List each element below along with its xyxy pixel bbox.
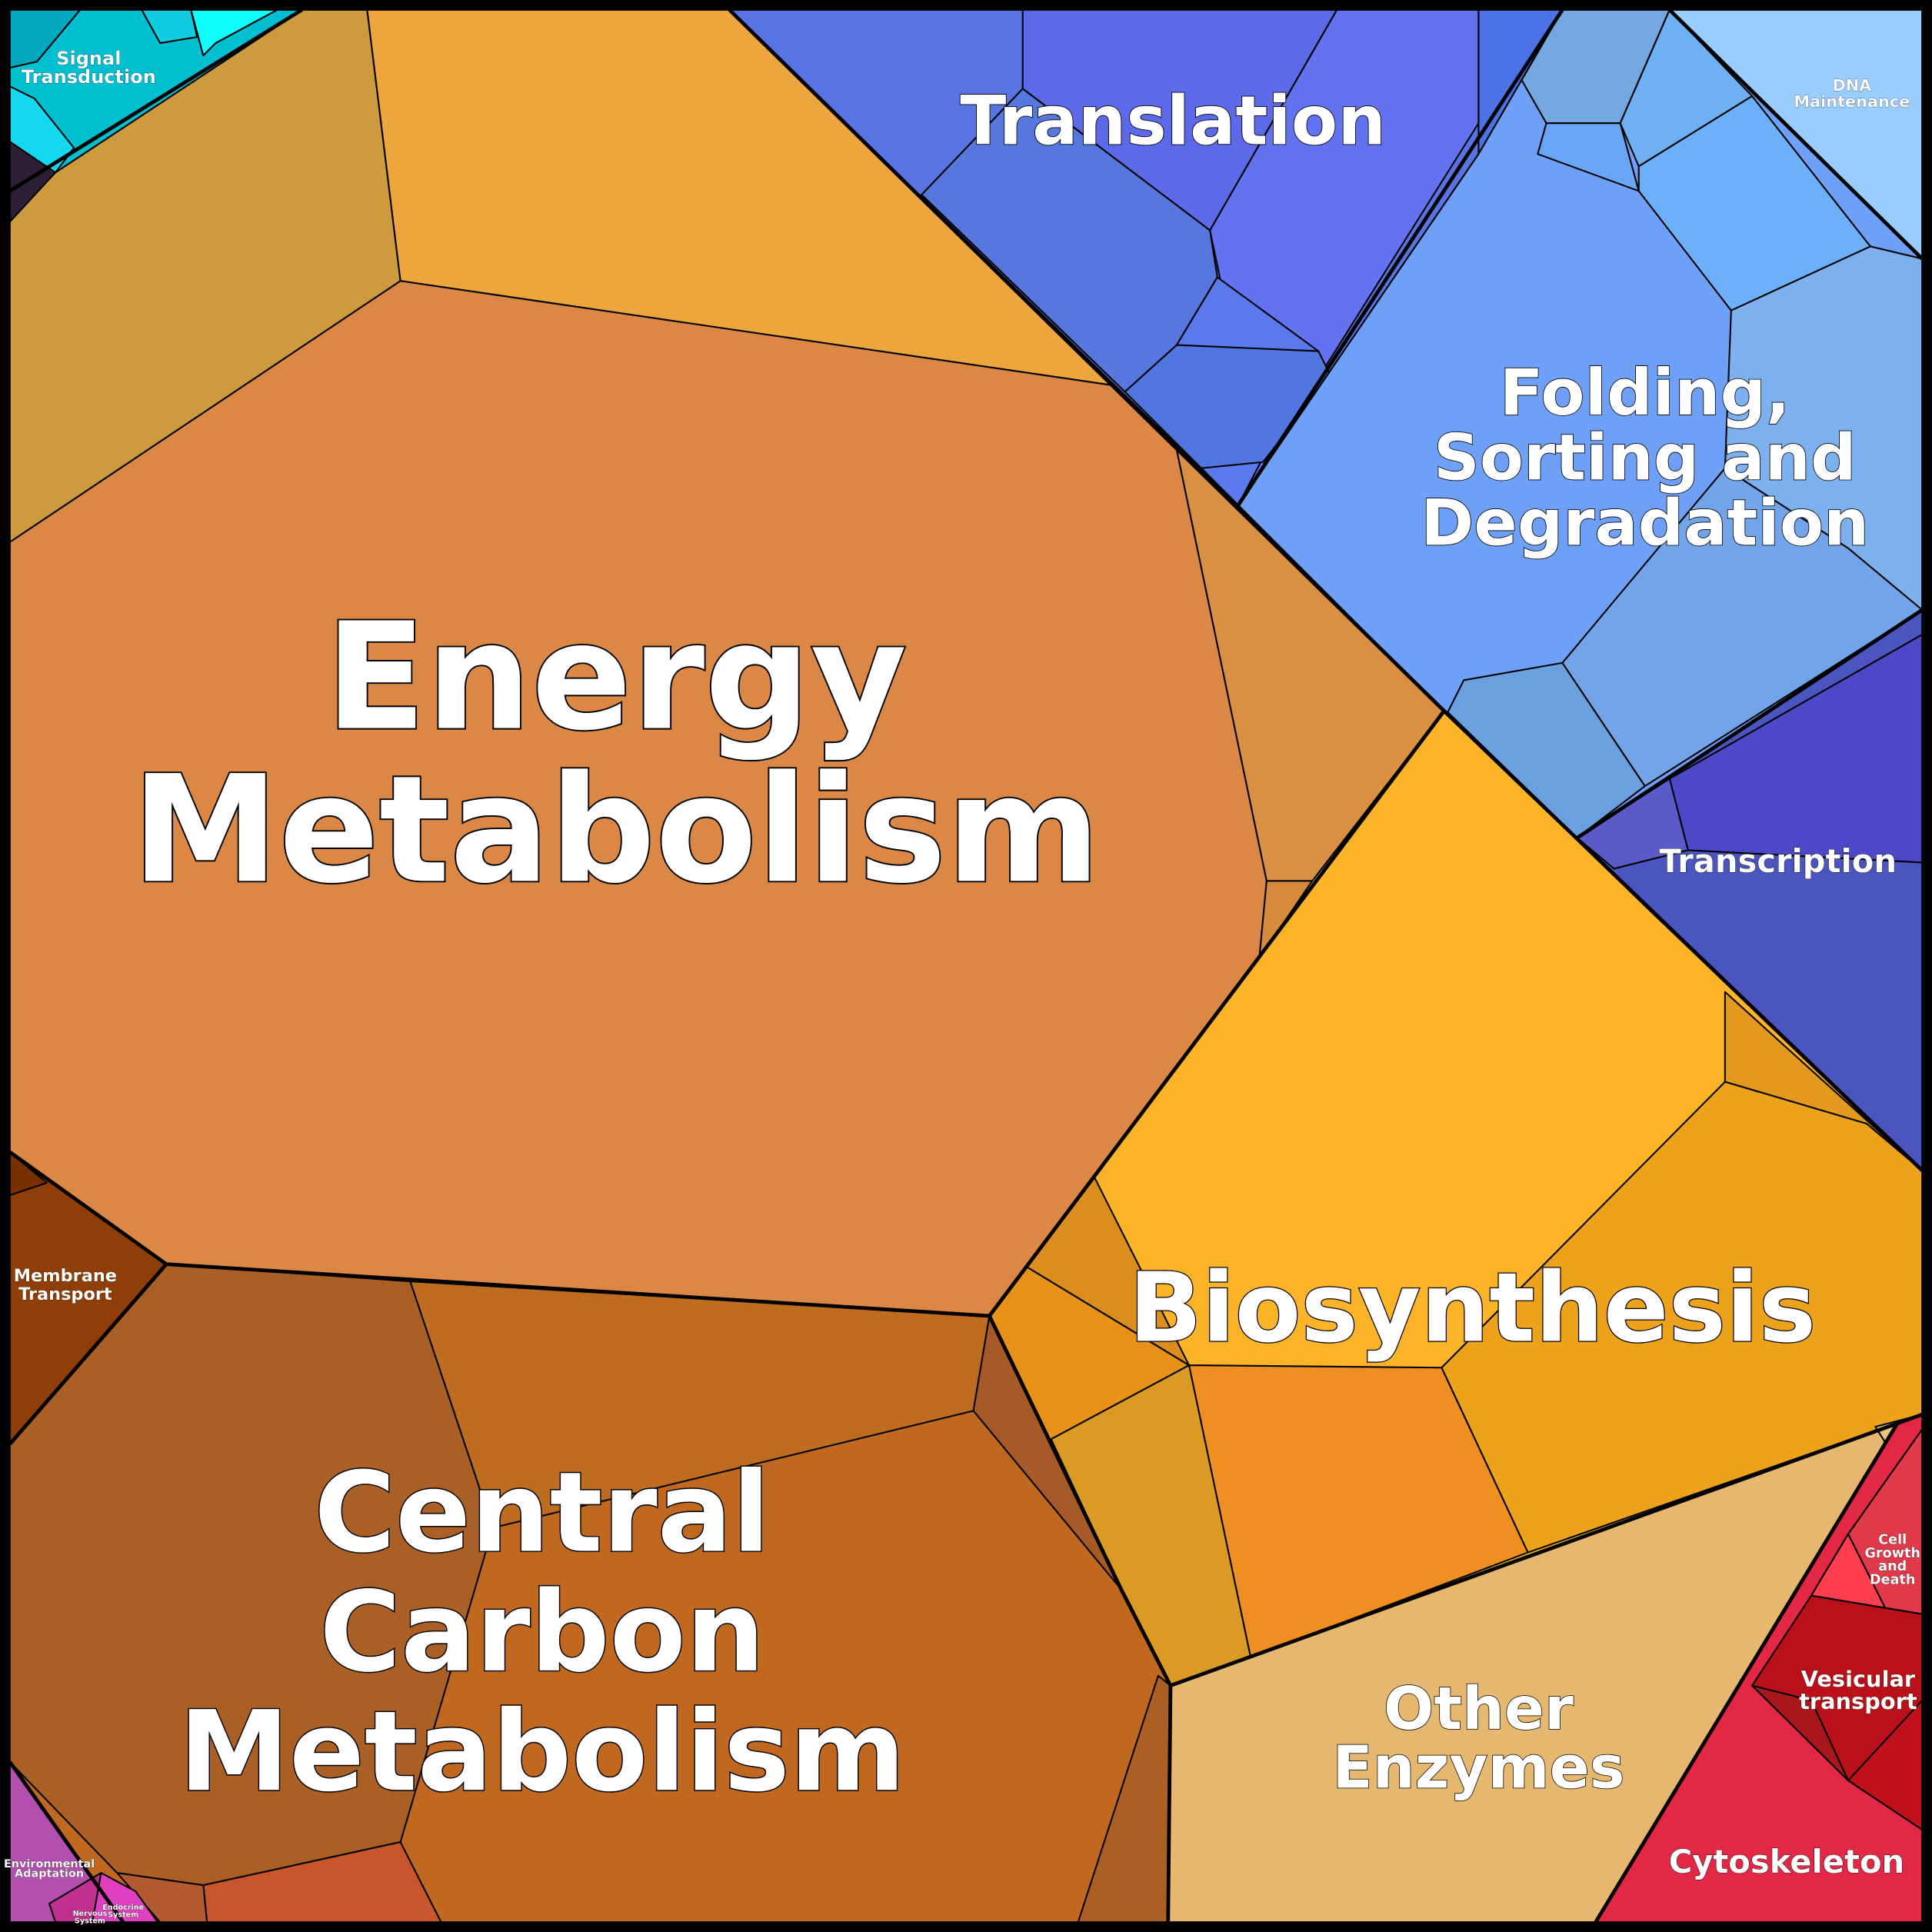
region-label: Growth <box>1865 1546 1920 1561</box>
region-label: System <box>108 1911 138 1920</box>
region-label: Cytoskeleton <box>1669 1843 1905 1880</box>
region-label: Membrane <box>14 1266 117 1286</box>
region-label: Enzymes <box>1332 1734 1624 1803</box>
region-label: Transcription <box>1659 842 1897 880</box>
region-label: Endocrine <box>102 1904 144 1912</box>
region-label: Death <box>1870 1572 1915 1587</box>
region-label: Carbon <box>319 1568 764 1697</box>
region-label: DNA <box>1832 76 1871 95</box>
labels: EnergyMetabolismCentralCarbonMetabolismB… <box>4 48 1921 1926</box>
region-label: Nervous <box>73 1910 108 1918</box>
region-label: Transport <box>18 1284 112 1304</box>
group-border <box>8 8 303 193</box>
region-label: Cell <box>1878 1533 1907 1548</box>
group-border <box>1576 608 1924 840</box>
region-label: and <box>1878 1559 1907 1574</box>
region-label: Environmental <box>4 1858 95 1870</box>
cell <box>1751 1684 1850 1781</box>
group-border <box>8 1760 125 1924</box>
region-label: Energy <box>325 592 907 764</box>
region-label: Metabolism <box>179 1687 906 1817</box>
group-border <box>8 1263 168 1446</box>
group-border <box>1170 1412 1923 1687</box>
region-label: Sorting and <box>1434 421 1857 495</box>
group-border <box>1668 8 1924 261</box>
group-border <box>1237 8 1564 507</box>
region-label: Transduction <box>22 66 156 88</box>
region-label: Maintenance <box>1794 92 1910 111</box>
region-label: Biosynthesis <box>1129 1253 1817 1364</box>
region-label: transport <box>1799 1688 1917 1714</box>
region-label: Central <box>314 1448 770 1577</box>
group-border <box>1594 1422 1900 1924</box>
region-label: Translation <box>960 81 1386 160</box>
region-label: Signal <box>56 48 121 69</box>
region-label: Adaptation <box>15 1868 84 1880</box>
region-label: Degradation <box>1421 486 1869 561</box>
region-label: System <box>75 1917 105 1926</box>
group-border <box>8 1150 1173 1923</box>
region-label: Folding, <box>1500 355 1790 430</box>
group-border <box>988 709 1446 1317</box>
region-label: Metabolism <box>132 744 1100 916</box>
region-label: Other <box>1384 1675 1574 1744</box>
region-label: Vesicular <box>1801 1666 1916 1692</box>
